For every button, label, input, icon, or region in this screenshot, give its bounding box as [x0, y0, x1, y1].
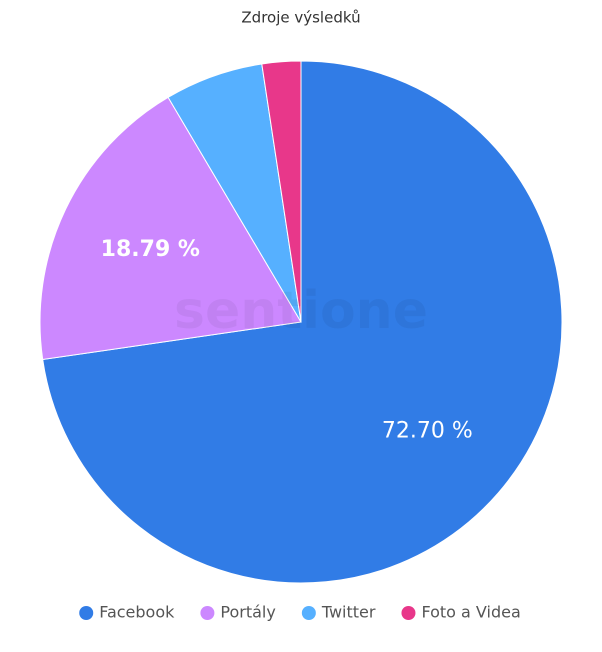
pie-slice — [42, 60, 563, 584]
legend-label: Portály — [220, 603, 275, 622]
chart-title: Zdroje výsledků — [241, 9, 360, 27]
value-label: 72.70 % — [382, 418, 473, 443]
pie-slice — [261, 60, 302, 323]
legend-marker — [301, 606, 316, 620]
legend-marker — [200, 606, 215, 620]
value-label: 18.79 % — [101, 237, 200, 262]
legend-marker — [401, 606, 416, 620]
legend-marker — [79, 606, 94, 620]
pie-slice — [39, 96, 302, 361]
legend-label: Twitter — [321, 603, 376, 622]
legend-label: Foto a Videa — [421, 603, 520, 622]
legend-label: Facebook — [99, 603, 175, 622]
watermark: sentione — [174, 281, 428, 341]
